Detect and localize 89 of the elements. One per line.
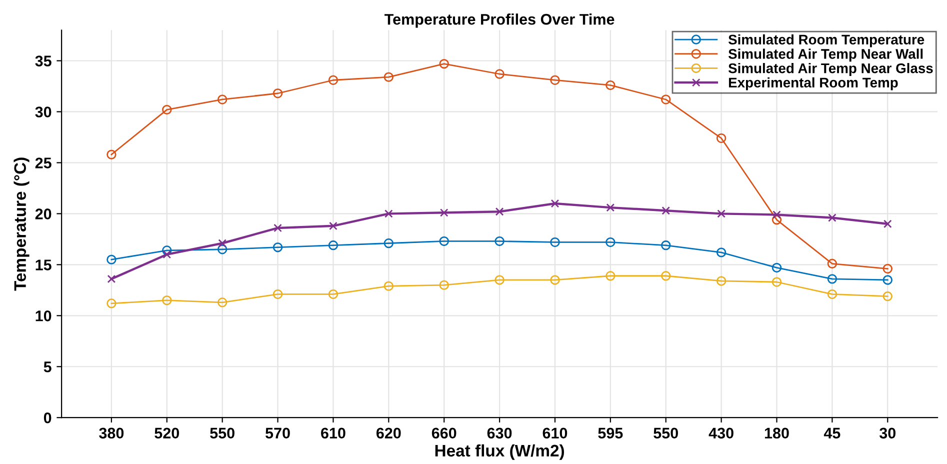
x-tick-label: 620 (376, 428, 401, 439)
legend-label: Simulated Air Temp Near Glass (728, 63, 933, 76)
y-axis-title: Temperature (°C) (14, 158, 30, 291)
x-tick-label: 630 (487, 428, 512, 439)
point (827, 289, 838, 300)
y-tick-label: 10 (36, 310, 52, 322)
point (716, 276, 726, 286)
point (550, 275, 560, 285)
point (440, 208, 448, 217)
point (162, 104, 172, 115)
point (550, 75, 560, 85)
x-tick-label: 180 (764, 428, 789, 439)
point (106, 298, 116, 308)
point (606, 271, 616, 281)
point (439, 236, 449, 246)
x-axis-title: Heat flux (W/m2) (435, 444, 564, 460)
x-tick-label: 660 (432, 428, 456, 439)
point (439, 58, 449, 69)
point (328, 75, 338, 85)
x-tick-label: 430 (708, 428, 734, 439)
x-tick-label: 550 (210, 428, 234, 439)
point (606, 203, 615, 212)
x-tick-label: 30 (879, 428, 896, 439)
x-tick-label: 570 (266, 428, 290, 439)
point (494, 275, 504, 285)
point (439, 280, 449, 290)
point (384, 238, 394, 248)
point (272, 88, 283, 98)
point (494, 236, 504, 246)
point (882, 291, 892, 302)
point (106, 254, 116, 264)
point (384, 72, 394, 82)
point (882, 264, 892, 274)
point (274, 224, 282, 232)
point (217, 244, 228, 254)
chart-title: Temperature Profiles Over Time (384, 14, 614, 28)
point (883, 220, 892, 228)
point (217, 94, 228, 104)
point (661, 271, 671, 281)
y-tick-label: 35 (35, 56, 52, 66)
x-tick-label: 610 (321, 428, 346, 439)
point (828, 214, 836, 222)
x-tick-label: 380 (99, 428, 124, 439)
legend-label: Experimental Room Temp (728, 77, 898, 90)
y-tick-label: 5 (44, 362, 52, 372)
x-tick-label: 520 (154, 428, 180, 439)
point (106, 150, 116, 160)
y-tick-label: 25 (35, 158, 52, 168)
point (494, 69, 504, 79)
legend-label: Simulated Air Temp Near Wall (728, 48, 923, 62)
point (661, 240, 671, 250)
x-tick-label: 595 (598, 428, 623, 439)
point (606, 80, 616, 90)
point (662, 206, 670, 215)
point (272, 289, 283, 300)
point (716, 248, 726, 258)
point (661, 94, 671, 104)
point (328, 240, 338, 250)
point (107, 274, 116, 284)
point (328, 289, 338, 300)
point (550, 237, 560, 248)
point (329, 222, 338, 230)
point (495, 207, 504, 216)
point (772, 210, 781, 219)
y-tick-label: 30 (35, 106, 52, 118)
legend-label: Simulated Room Temperature (728, 34, 924, 48)
point (772, 277, 782, 287)
point (606, 237, 616, 248)
x-tick-label: 610 (542, 428, 568, 439)
point (384, 281, 394, 291)
point (772, 214, 782, 225)
point (882, 275, 892, 285)
point (827, 258, 838, 269)
point (717, 210, 726, 218)
y-tick-label: 0 (44, 412, 52, 424)
point (162, 250, 172, 259)
point (218, 239, 226, 248)
point (384, 210, 393, 218)
point (550, 199, 560, 208)
y-tick-label: 20 (35, 208, 52, 220)
x-tick-label: 45 (824, 428, 840, 439)
point (217, 298, 228, 308)
point (716, 133, 726, 144)
point (772, 262, 782, 273)
point (827, 274, 838, 284)
point (272, 242, 283, 252)
point (162, 295, 172, 306)
y-tick-label: 15 (36, 260, 52, 270)
x-tick-label: 550 (654, 428, 678, 439)
